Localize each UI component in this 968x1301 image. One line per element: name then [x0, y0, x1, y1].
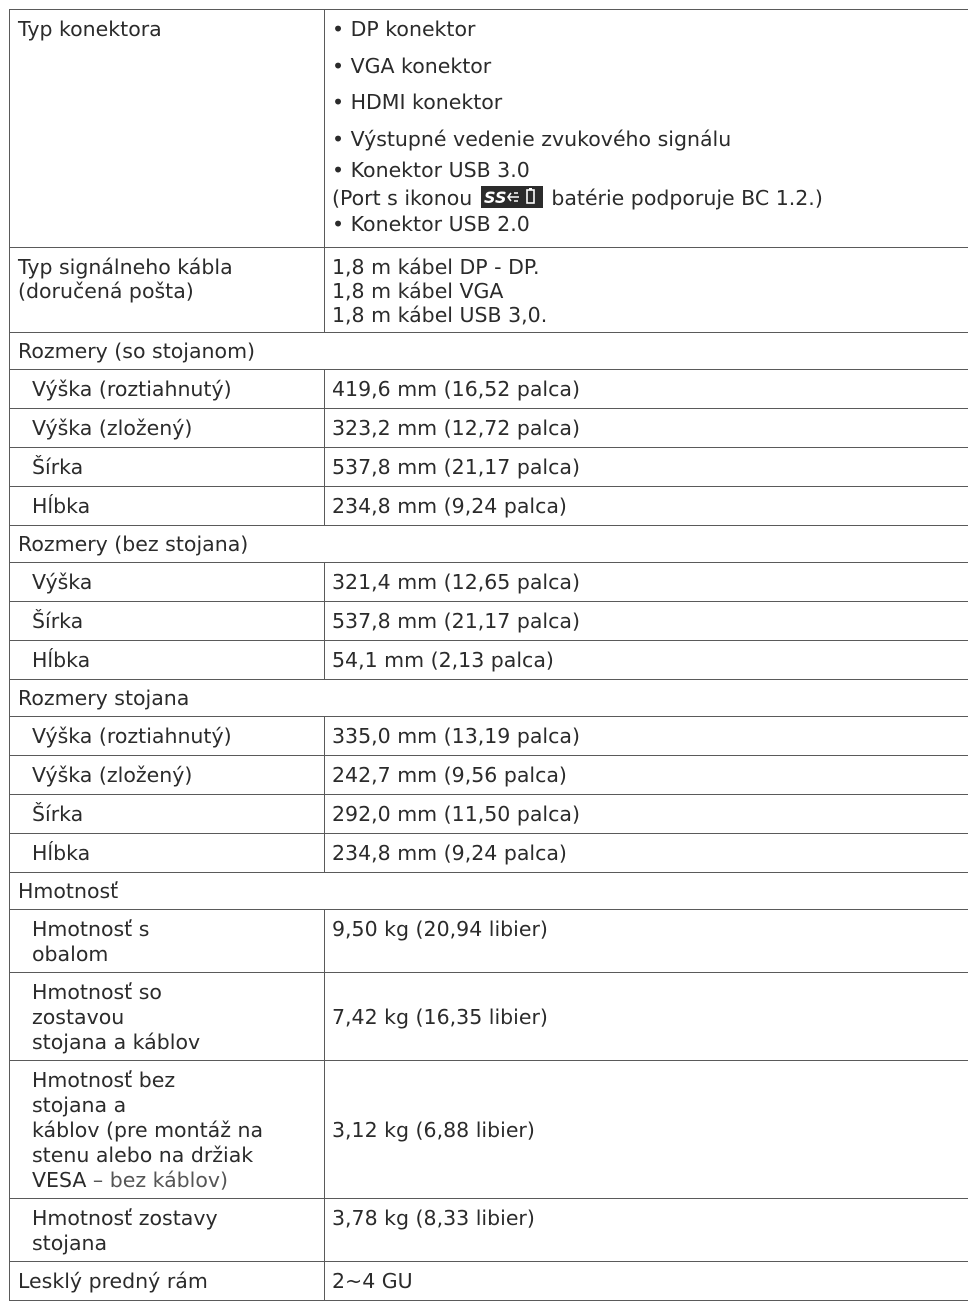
spec-value: 3,78 kg (8,33 libier): [325, 1199, 968, 1262]
signal-cable-item: 1,8 m kábel DP - DP.: [332, 255, 968, 279]
label-line: Hmotnosť s: [32, 917, 316, 942]
label-line: stojana: [32, 1231, 316, 1256]
label-line: Hmotnosť so: [32, 980, 316, 1005]
spec-row: Hĺbka 234,8 mm (9,24 palca): [10, 834, 968, 873]
spec-value: 234,8 mm (9,24 palca): [325, 487, 968, 526]
signal-cable-label: Typ signálneho kábla (doručená pošta): [10, 248, 325, 333]
spec-label: Výška (zložený): [10, 409, 325, 448]
spec-value: 9,50 kg (20,94 libier): [325, 910, 968, 973]
spec-label: Hmotnosť s obalom: [10, 910, 325, 973]
usb-note-text-after: batérie podporuje BC 1.2.): [551, 186, 823, 210]
connector-type-label: Typ konektora: [10, 10, 325, 248]
row-connector-type: Typ konektora • DP konektor • VGA konekt…: [10, 10, 968, 248]
spec-row: Hĺbka 54,1 mm (2,13 palca): [10, 641, 968, 680]
spec-label: Výška (zložený): [10, 756, 325, 795]
spec-label: Šírka: [10, 602, 325, 641]
signal-cable-item: 1,8 m kábel USB 3,0.: [332, 303, 968, 327]
spec-row: Výška (roztiahnutý) 419,6 mm (16,52 palc…: [10, 370, 968, 409]
label-line: stenu alebo na držiak: [32, 1143, 316, 1168]
spec-label: Lesklý predný rám: [10, 1262, 325, 1301]
row-signal-cable: Typ signálneho kábla (doručená pošta) 1,…: [10, 248, 968, 333]
label-line: Hmotnosť zostavy: [32, 1206, 316, 1231]
spec-row-weight-without-stand: Hmotnosť bez stojana a káblov (pre montá…: [10, 1061, 968, 1199]
label-text: VESA: [32, 1168, 86, 1192]
usb-note-text-before: (Port s ikonou: [332, 186, 472, 210]
section-heading: Rozmery stojana: [10, 680, 968, 717]
connector-type-value: • DP konektor • VGA konektor • HDMI kone…: [325, 10, 968, 248]
spec-label: Výška (roztiahnutý): [10, 717, 325, 756]
connector-item: • Konektor USB 3.0: [332, 155, 968, 185]
spec-row-weight-with-package: Hmotnosť s obalom 9,50 kg (20,94 libier): [10, 910, 968, 973]
spec-label: Výška: [10, 563, 325, 602]
section-heading: Hmotnosť: [10, 873, 968, 910]
spec-row-weight-with-stand: Hmotnosť so zostavou stojana a káblov 7,…: [10, 973, 968, 1061]
label-line: káblov (pre montáž na: [32, 1118, 316, 1143]
usb-superspeed-battery-icon: SS: [481, 186, 543, 208]
spec-label: Hĺbka: [10, 834, 325, 873]
spec-label: Hmotnosť zostavy stojana: [10, 1199, 325, 1262]
spec-value: 7,42 kg (16,35 libier): [325, 973, 968, 1061]
spec-value: 419,6 mm (16,52 palca): [325, 370, 968, 409]
spec-value: 537,8 mm (21,17 palca): [325, 448, 968, 487]
spec-label: Hmotnosť bez stojana a káblov (pre montá…: [10, 1061, 325, 1199]
spec-value: 292,0 mm (11,50 palca): [325, 795, 968, 834]
spec-label: Hĺbka: [10, 487, 325, 526]
spec-label: Šírka: [10, 795, 325, 834]
section-heading: Rozmery (so stojanom): [10, 333, 968, 370]
specification-table: Typ konektora • DP konektor • VGA konekt…: [9, 9, 968, 1301]
signal-cable-value: 1,8 m kábel DP - DP. 1,8 m kábel VGA 1,8…: [325, 248, 968, 333]
spec-label: Šírka: [10, 448, 325, 487]
spec-value: 3,12 kg (6,88 libier): [325, 1061, 968, 1199]
label-line: Hmotnosť bez: [32, 1068, 316, 1093]
spec-row: Šírka 537,8 mm (21,17 palca): [10, 448, 968, 487]
spec-row-gloss: Lesklý predný rám 2~4 GU: [10, 1262, 968, 1301]
label-line: stojana a káblov: [32, 1030, 316, 1055]
label-text: – bez káblov): [86, 1168, 228, 1192]
section-dimensions-without-stand: Rozmery (bez stojana): [10, 526, 968, 563]
section-weight: Hmotnosť: [10, 873, 968, 910]
svg-text:SS: SS: [484, 188, 506, 207]
spec-label: Výška (roztiahnutý): [10, 370, 325, 409]
label-line: obalom: [32, 942, 316, 967]
spec-value: 234,8 mm (9,24 palca): [325, 834, 968, 873]
label-line: stojana a: [32, 1093, 316, 1118]
connector-item: • HDMI konektor: [332, 84, 968, 121]
connector-item: • Výstupné vedenie zvukového signálu: [332, 121, 968, 158]
usb-bc-note: (Port s ikonou SS batérie podporuje BC 1…: [332, 185, 968, 212]
spec-value: 335,0 mm (13,19 palca): [325, 717, 968, 756]
spec-row: Šírka 292,0 mm (11,50 palca): [10, 795, 968, 834]
connector-item: • Konektor USB 2.0: [332, 212, 968, 236]
spec-label: Hmotnosť so zostavou stojana a káblov: [10, 973, 325, 1061]
signal-cable-label-line: (doručená pošta): [18, 279, 316, 303]
section-dimensions-with-stand: Rozmery (so stojanom): [10, 333, 968, 370]
connector-item: • DP konektor: [332, 11, 968, 48]
spec-row: Šírka 537,8 mm (21,17 palca): [10, 602, 968, 641]
spec-row: Výška (zložený) 323,2 mm (12,72 palca): [10, 409, 968, 448]
spec-row: Výška 321,4 mm (12,65 palca): [10, 563, 968, 602]
signal-cable-item: 1,8 m kábel VGA: [332, 279, 968, 303]
spec-label: Hĺbka: [10, 641, 325, 680]
spec-row-weight-stand-assembly: Hmotnosť zostavy stojana 3,78 kg (8,33 l…: [10, 1199, 968, 1262]
section-stand-dimensions: Rozmery stojana: [10, 680, 968, 717]
spec-row: Hĺbka 234,8 mm (9,24 palca): [10, 487, 968, 526]
connector-item: • VGA konektor: [332, 48, 968, 85]
signal-cable-label-line: Typ signálneho kábla: [18, 255, 316, 279]
section-heading: Rozmery (bez stojana): [10, 526, 968, 563]
label-line: VESA – bez káblov): [32, 1168, 316, 1193]
spec-value: 2~4 GU: [325, 1262, 968, 1301]
label-line: zostavou: [32, 1005, 316, 1030]
spec-value: 54,1 mm (2,13 palca): [325, 641, 968, 680]
spec-value: 537,8 mm (21,17 palca): [325, 602, 968, 641]
spec-row: Výška (zložený) 242,7 mm (9,56 palca): [10, 756, 968, 795]
spec-value: 321,4 mm (12,65 palca): [325, 563, 968, 602]
spec-row: Výška (roztiahnutý) 335,0 mm (13,19 palc…: [10, 717, 968, 756]
spec-value: 242,7 mm (9,56 palca): [325, 756, 968, 795]
spec-value: 323,2 mm (12,72 palca): [325, 409, 968, 448]
